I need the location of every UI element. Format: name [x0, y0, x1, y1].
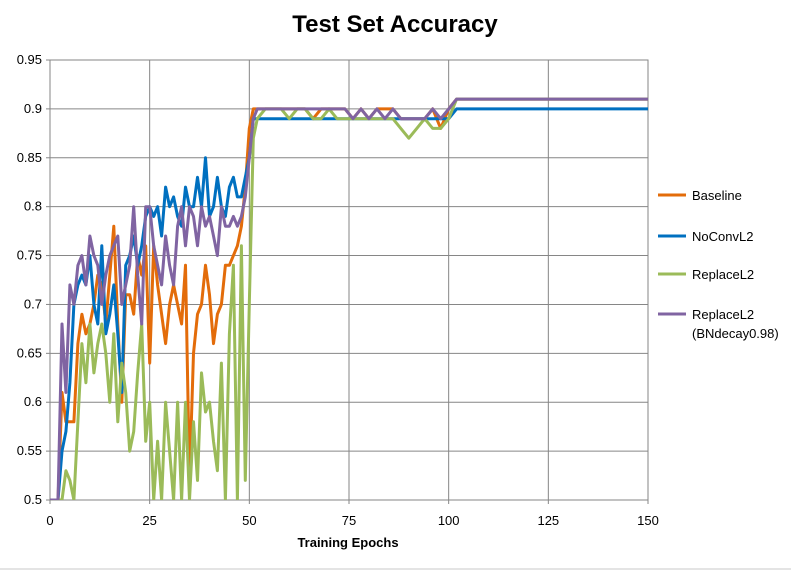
y-tick-label: 0.55	[17, 443, 42, 458]
x-axis-title: Training Epochs	[297, 535, 398, 550]
series-line-replacel2	[50, 97, 648, 500]
y-axis-ticks: 0.5 0.55 0.6 0.65 0.7 0.75 0.8 0.85 0.9 0.95	[17, 52, 50, 507]
series-line-replacel2-bndecay0-98	[50, 97, 648, 500]
y-tick-label: 0.65	[17, 345, 42, 360]
legend-label: Baseline	[692, 188, 742, 203]
series-lines	[50, 97, 648, 500]
x-tick-label: 150	[637, 513, 659, 528]
legend-label: ReplaceL2	[692, 267, 754, 282]
y-tick-label: 0.8	[24, 199, 42, 214]
y-tick-label: 0.6	[24, 394, 42, 409]
x-tick-label: 25	[142, 513, 156, 528]
x-tick-label: 50	[242, 513, 256, 528]
x-tick-label: 125	[537, 513, 559, 528]
legend-label: (BNdecay0.98)	[692, 326, 779, 341]
y-tick-label: 0.75	[17, 248, 42, 263]
x-tick-label: 100	[438, 513, 460, 528]
y-tick-label: 0.5	[24, 492, 42, 507]
y-tick-label: 0.95	[17, 52, 42, 67]
chart-title: Test Set Accuracy	[292, 11, 498, 38]
x-axis-ticks: 0 25 50 75 100 125 150	[46, 500, 659, 528]
x-tick-label: 75	[342, 513, 356, 528]
y-tick-label: 0.85	[17, 150, 42, 165]
y-tick-label: 0.7	[24, 296, 42, 311]
x-tick-label: 0	[46, 513, 53, 528]
legend: Baseline NoConvL2 ReplaceL2 ReplaceL2 (BNdec…	[658, 188, 779, 341]
legend-label: NoConvL2	[692, 229, 753, 244]
y-tick-label: 0.9	[24, 101, 42, 116]
legend-label: ReplaceL2	[692, 307, 754, 322]
